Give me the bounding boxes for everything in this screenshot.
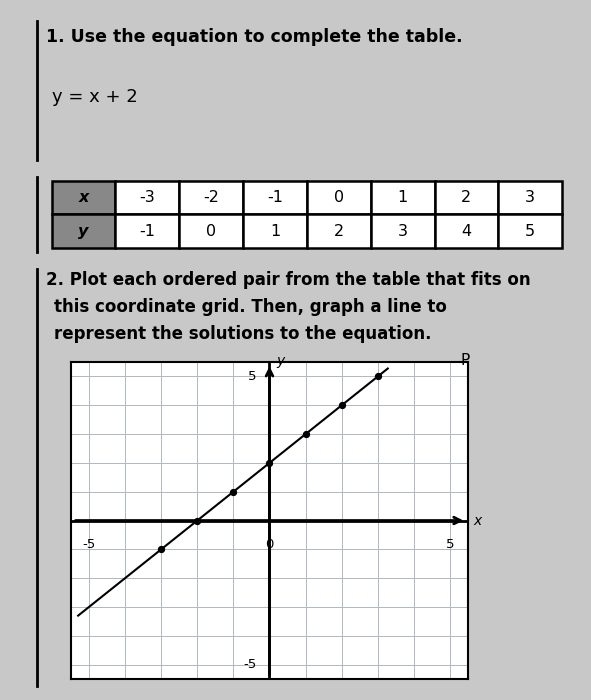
FancyBboxPatch shape <box>371 181 434 214</box>
Text: 5: 5 <box>525 224 535 239</box>
Text: -1: -1 <box>139 224 155 239</box>
Text: 0: 0 <box>265 538 274 551</box>
FancyBboxPatch shape <box>179 214 243 248</box>
FancyBboxPatch shape <box>434 214 498 248</box>
Point <box>193 515 202 526</box>
Text: y: y <box>78 224 89 239</box>
Text: 0: 0 <box>334 190 344 205</box>
FancyBboxPatch shape <box>307 181 371 214</box>
Text: 1. Use the equation to complete the table.: 1. Use the equation to complete the tabl… <box>46 28 463 46</box>
FancyBboxPatch shape <box>115 181 179 214</box>
Text: -2: -2 <box>203 190 219 205</box>
Text: x: x <box>78 190 89 205</box>
Text: y = x + 2: y = x + 2 <box>51 88 137 106</box>
Text: 5: 5 <box>248 370 257 383</box>
Point <box>265 457 274 468</box>
Point <box>373 371 382 382</box>
Text: represent the solutions to the equation.: represent the solutions to the equation. <box>54 326 432 343</box>
Text: y: y <box>277 354 285 368</box>
Text: P: P <box>461 353 470 368</box>
Point <box>157 544 166 555</box>
Text: 2. Plot each ordered pair from the table that fits on: 2. Plot each ordered pair from the table… <box>46 271 531 289</box>
FancyBboxPatch shape <box>115 214 179 248</box>
Text: -5: -5 <box>243 658 257 671</box>
FancyBboxPatch shape <box>307 214 371 248</box>
Point <box>301 428 310 440</box>
FancyBboxPatch shape <box>179 181 243 214</box>
FancyBboxPatch shape <box>243 214 307 248</box>
FancyBboxPatch shape <box>434 181 498 214</box>
FancyBboxPatch shape <box>371 214 434 248</box>
Point <box>337 400 346 411</box>
Text: x: x <box>473 514 482 528</box>
Text: 4: 4 <box>462 224 472 239</box>
FancyBboxPatch shape <box>498 214 562 248</box>
FancyBboxPatch shape <box>243 181 307 214</box>
Text: 2: 2 <box>462 190 472 205</box>
Text: -3: -3 <box>139 190 155 205</box>
Text: 1: 1 <box>398 190 408 205</box>
Text: 0: 0 <box>206 224 216 239</box>
Text: -1: -1 <box>267 190 283 205</box>
Text: -5: -5 <box>82 538 96 551</box>
Text: 2: 2 <box>334 224 344 239</box>
Text: 5: 5 <box>446 538 454 551</box>
FancyBboxPatch shape <box>51 181 115 214</box>
Text: this coordinate grid. Then, graph a line to: this coordinate grid. Then, graph a line… <box>54 298 447 316</box>
Point <box>229 486 238 497</box>
FancyBboxPatch shape <box>498 181 562 214</box>
Text: 3: 3 <box>398 224 408 239</box>
Text: 3: 3 <box>525 190 535 205</box>
FancyBboxPatch shape <box>51 214 115 248</box>
Text: 1: 1 <box>270 224 280 239</box>
